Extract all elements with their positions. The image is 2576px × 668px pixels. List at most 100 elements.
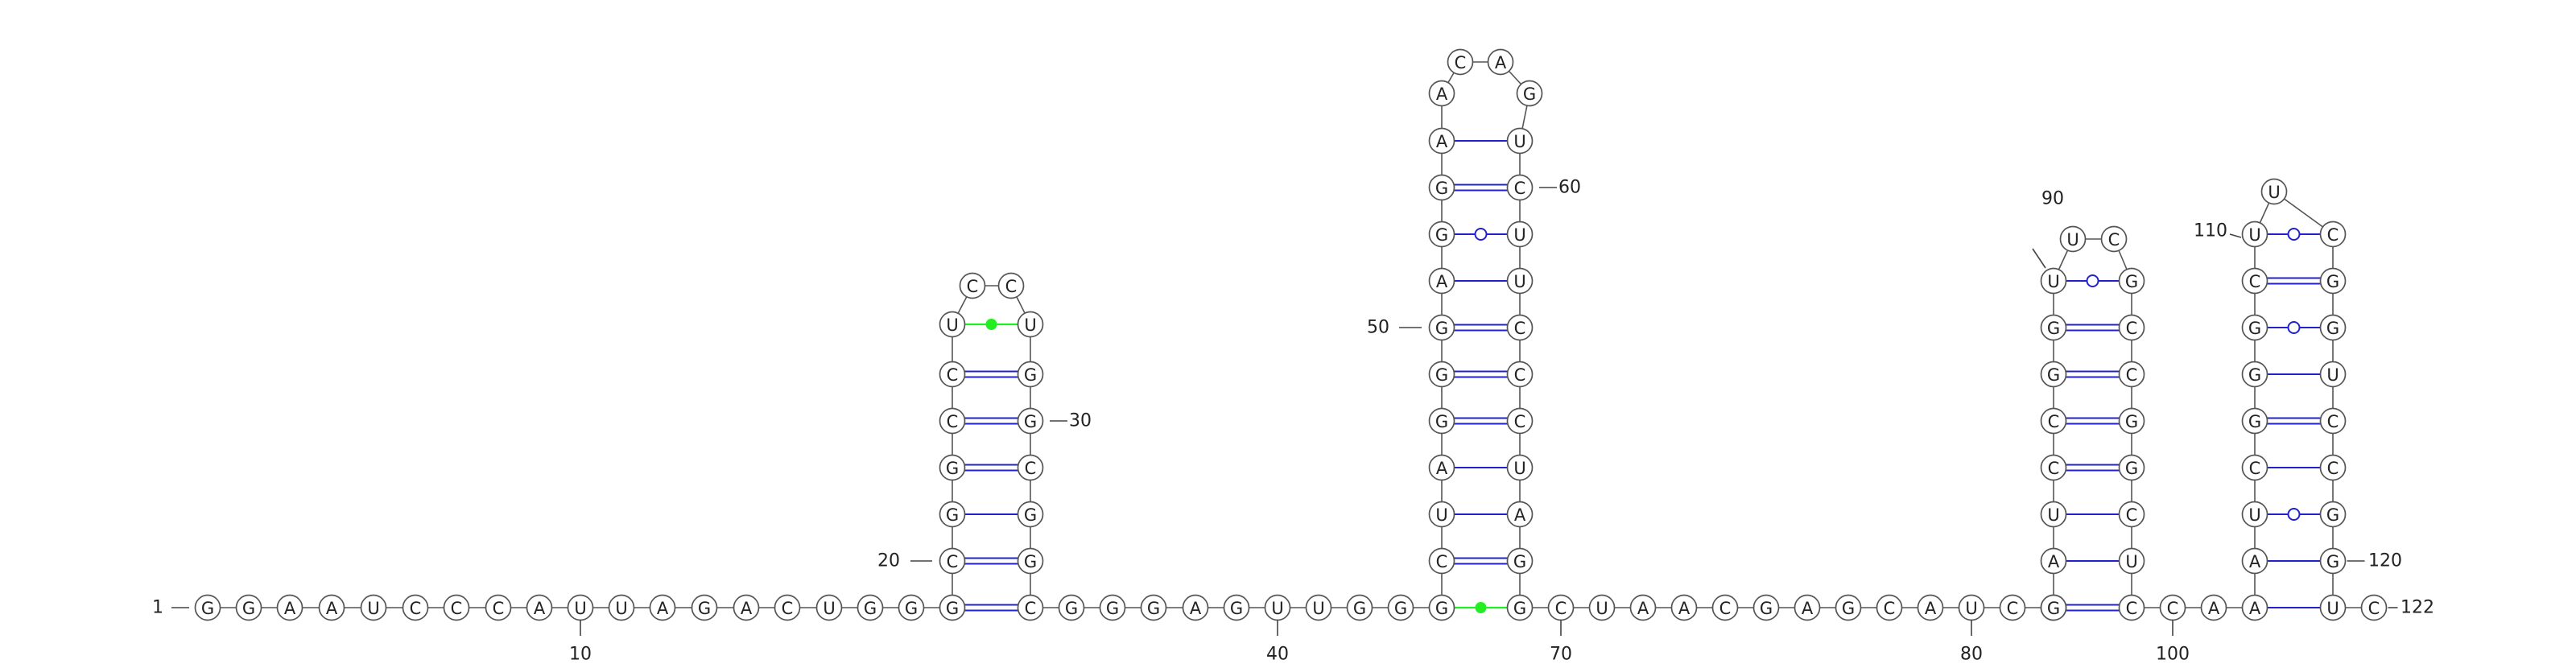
nucleotide: C — [2040, 407, 2067, 435]
nucleotide-letter: A — [284, 599, 296, 618]
nucleotide-circle — [1017, 361, 1044, 388]
nucleotide-circle — [1506, 314, 1534, 341]
nucleotide-circle — [1506, 221, 1534, 248]
nucleotide: C — [1999, 594, 2026, 621]
position-number-label: 120 — [2368, 551, 2402, 571]
nucleotide: C — [2241, 267, 2268, 295]
nucleotide-circle — [649, 594, 676, 621]
nucleotide-letter: G — [1842, 599, 1855, 618]
nucleotide-circle — [2040, 594, 2067, 621]
nucleotide-letter: G — [1513, 552, 1526, 571]
nucleotide-circle — [939, 311, 966, 338]
nucleotide-circle — [1506, 174, 1534, 201]
nucleotide: G — [1506, 594, 1534, 621]
nucleotide: U — [2241, 221, 2268, 248]
nucleotide-letter: C — [2368, 599, 2380, 618]
nucleotide: G — [939, 454, 966, 481]
nucleotide-letter: A — [1436, 132, 1448, 151]
nucleotide-letter: U — [1596, 599, 1608, 618]
nucleotide-circle — [276, 594, 303, 621]
nucleotide-letter: G — [1394, 599, 1407, 618]
nucleotide: G — [1428, 174, 1455, 201]
nucleotide-letter: G — [2326, 552, 2339, 571]
nucleotide: G — [235, 594, 262, 621]
position-number-label: 60 — [1558, 178, 1581, 198]
nucleotide: G — [939, 594, 966, 621]
nucleotide-circle — [2319, 221, 2347, 248]
nucleotide: U — [567, 594, 594, 621]
wobble-pair-circle — [1474, 228, 1488, 241]
nucleotide-circle — [939, 594, 966, 621]
nucleotide: G — [2118, 267, 2145, 295]
nucleotide-circle — [2040, 407, 2067, 435]
nucleotide-circle — [318, 594, 345, 621]
nucleotide: A — [1487, 48, 1514, 76]
nucleotide-letter: A — [2208, 599, 2220, 618]
nucleotide-circle — [2319, 314, 2347, 341]
nucleotide: G — [691, 594, 718, 621]
nucleotide-letter: U — [1513, 459, 1525, 478]
nucleotide-letter: G — [2125, 272, 2138, 291]
nucleotide-circle — [691, 594, 718, 621]
position-number-label: 110 — [2194, 221, 2227, 241]
nucleotide: G — [1428, 594, 1455, 621]
nucleotide: A — [733, 594, 760, 621]
nucleotide-letter: G — [1024, 505, 1037, 525]
nucleotide: A — [1182, 594, 1209, 621]
nucleotide: C — [1506, 174, 1534, 201]
nucleotide: U — [2319, 361, 2347, 388]
nucleotide: A — [1428, 80, 1455, 107]
nucleotide-circle — [1506, 407, 1534, 435]
nucleotide-circle — [2319, 407, 2347, 435]
nucleotide: G — [1506, 547, 1534, 575]
nucleotide-letter: U — [1312, 599, 1324, 618]
nucleotide-circle — [1182, 594, 1209, 621]
nucleotide: A — [1629, 594, 1657, 621]
nucleotide-letter: G — [1435, 319, 1448, 338]
nucleotide: A — [1670, 594, 1698, 621]
nucleotide: A — [1506, 501, 1534, 528]
nucleotide-letter: U — [1271, 599, 1283, 618]
nucleotide-letter: G — [1147, 599, 1160, 618]
nucleotide-letter: U — [1024, 315, 1036, 335]
nucleotide: C — [2118, 594, 2145, 621]
nucleotide: C — [939, 407, 966, 435]
nucleotide-letter: C — [2327, 225, 2339, 245]
nucleotide-circle — [1017, 454, 1044, 481]
position-number-label: 50 — [1367, 318, 1389, 338]
nucleotide-letter: G — [2125, 412, 2138, 431]
noncanonical-pair-dot — [1475, 602, 1487, 613]
nucleotide-circle — [2260, 178, 2288, 205]
nucleotide: G — [1387, 594, 1414, 621]
nucleotide-letter: C — [2126, 365, 2138, 385]
nucleotide-circle — [939, 547, 966, 575]
nucleotide-circle — [2118, 267, 2145, 295]
nucleotide: G — [898, 594, 925, 621]
nucleotide: U — [608, 594, 635, 621]
nucleotide-circle — [2118, 407, 2145, 435]
nucleotide-letter: U — [615, 599, 627, 618]
nucleotide-letter: C — [2048, 412, 2060, 431]
nucleotide-circle — [2319, 361, 2347, 388]
nucleotide-circle — [1428, 454, 1455, 481]
nucleotide: G — [1346, 594, 1373, 621]
nucleotide-circle — [1428, 501, 1455, 528]
nucleotide-circle — [1017, 501, 1044, 528]
nucleotide: C — [939, 361, 966, 388]
nucleotide: G — [1752, 594, 1780, 621]
nucleotide-letter: C — [1514, 179, 1526, 198]
nucleotide-circle — [1017, 547, 1044, 575]
nucleotide-letter: G — [1106, 599, 1119, 618]
nucleotide-circle — [2241, 361, 2268, 388]
nucleotide-circle — [1428, 80, 1455, 107]
nucleotide-circle — [1017, 407, 1044, 435]
nucleotide-letter: G — [2047, 599, 2060, 618]
nucleotide-circle — [2241, 501, 2268, 528]
nucleotide: U — [1428, 501, 1455, 528]
nucleotide: G — [1428, 314, 1455, 341]
nucleotide-letter: A — [2249, 552, 2261, 571]
nucleotide: G — [2241, 314, 2268, 341]
nucleotide-circle — [1305, 594, 1332, 621]
